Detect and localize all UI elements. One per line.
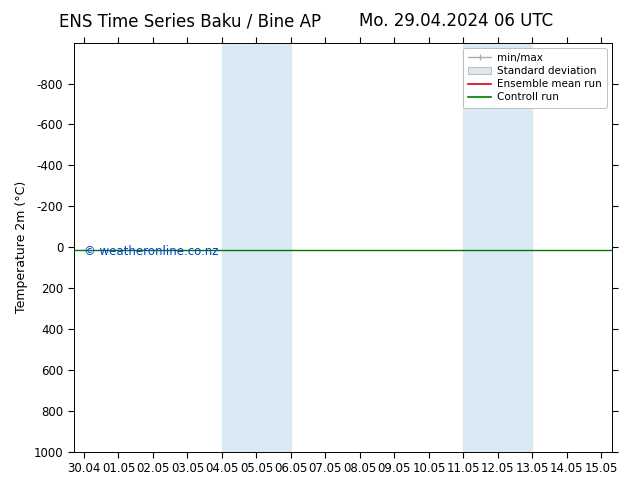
Bar [222,43,291,452]
Bar [463,43,533,452]
Legend: min/max, Standard deviation, Ensemble mean run, Controll run: min/max, Standard deviation, Ensemble me… [463,48,607,108]
Text: © weatheronline.co.nz: © weatheronline.co.nz [84,245,219,258]
Y-axis label: Temperature 2m (°C): Temperature 2m (°C) [15,181,28,313]
Text: Mo. 29.04.2024 06 UTC: Mo. 29.04.2024 06 UTC [359,12,553,30]
Text: ENS Time Series Baku / Bine AP: ENS Time Series Baku / Bine AP [59,12,321,30]
